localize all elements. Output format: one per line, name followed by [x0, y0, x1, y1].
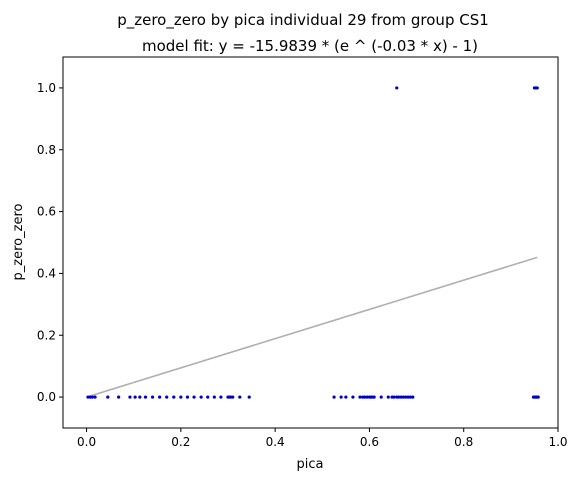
data-point: [404, 395, 408, 399]
chart-subtitle: model fit: y = -15.9839 * (e ^ (-0.03 * …: [142, 37, 478, 55]
data-point: [206, 395, 210, 399]
data-point: [179, 395, 183, 399]
data-point: [199, 395, 203, 399]
y-tick-label: 0.0: [37, 390, 56, 404]
data-point: [386, 395, 390, 399]
data-point: [406, 395, 410, 399]
data-point: [90, 395, 94, 399]
data-point: [93, 395, 97, 399]
data-point: [365, 395, 369, 399]
plot-frame: [62, 56, 559, 429]
x-tick-label: 0.8: [454, 435, 473, 449]
data-point: [231, 395, 235, 399]
data-point: [86, 395, 90, 399]
data-point: [172, 395, 176, 399]
data-point: [339, 395, 343, 399]
data-point: [411, 395, 415, 399]
fit-line: [86, 256, 538, 398]
y-tick-label: 0.2: [37, 328, 56, 342]
data-point: [158, 395, 162, 399]
data-point: [395, 86, 399, 90]
data-point: [535, 86, 539, 90]
data-point: [379, 395, 383, 399]
data-point: [138, 395, 142, 399]
data-point: [192, 395, 196, 399]
data-point: [399, 395, 403, 399]
y-tick-label: 0.6: [37, 205, 56, 219]
y-axis-label: p_zero_zero: [11, 203, 26, 280]
data-point: [372, 395, 376, 399]
x-axis-label: pica: [297, 457, 324, 472]
data-point: [133, 395, 137, 399]
data-point: [536, 395, 540, 399]
data-point: [332, 395, 336, 399]
x-tick-label: 0.4: [266, 435, 285, 449]
y-tick-label: 0.4: [37, 266, 56, 280]
data-point: [358, 395, 362, 399]
data-point: [392, 395, 396, 399]
y-axis-ticks: 0.0 0.2 0.4 0.6 0.8 1.0: [37, 81, 63, 404]
data-point: [143, 395, 148, 399]
y-tick-label: 1.0: [37, 81, 56, 95]
data-point: [165, 395, 169, 399]
data-point: [212, 395, 216, 399]
data-point: [117, 395, 121, 399]
data-point: [106, 395, 110, 399]
x-axis-ticks: 0.0 0.2 0.4 0.6 0.8 1.0: [77, 428, 568, 449]
chart-title: p_zero_zero by pica individual 29 from g…: [117, 11, 489, 30]
points-layer: [86, 86, 540, 399]
data-point: [401, 395, 405, 399]
data-point: [351, 395, 355, 399]
x-tick-label: 0.6: [360, 435, 379, 449]
data-point: [344, 395, 348, 399]
y-tick-label: 0.8: [37, 143, 56, 157]
data-point: [238, 395, 242, 399]
data-point: [219, 395, 223, 399]
x-tick-label: 1.0: [548, 435, 567, 449]
fit-line-layer: [86, 256, 538, 398]
x-tick-label: 0.2: [171, 435, 190, 449]
data-point: [408, 395, 413, 399]
data-point: [185, 395, 190, 399]
plot-area: [62, 56, 559, 429]
x-tick-label: 0.0: [77, 435, 96, 449]
data-point: [247, 395, 251, 399]
data-point: [128, 395, 132, 399]
data-point: [397, 395, 401, 399]
data-point: [363, 395, 367, 399]
data-point: [150, 395, 155, 399]
